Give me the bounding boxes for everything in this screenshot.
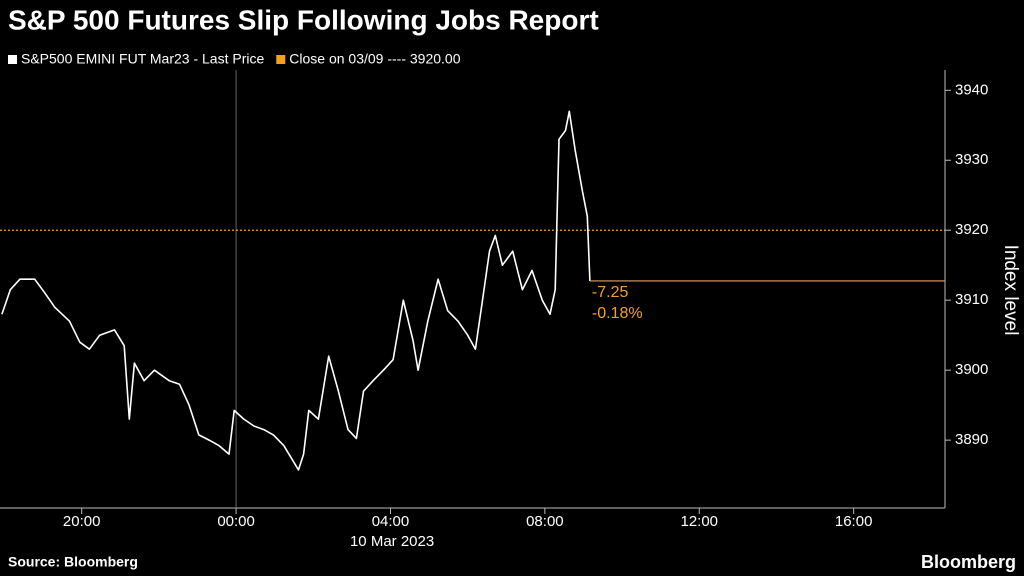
x-tick-label: 16:00: [835, 513, 873, 530]
y-axis-label: Index level: [1000, 245, 1021, 336]
x-date-label: 10 Mar 2023: [350, 533, 434, 550]
legend-label: S&P500 EMINI FUT Mar23 - Last Price: [21, 51, 264, 67]
legend-label: Close on 03/09 ---- 3920.00: [289, 51, 460, 67]
x-tick-label: 00:00: [217, 513, 255, 530]
brand: Bloomberg: [921, 552, 1016, 572]
y-tick-label: 3890: [955, 431, 988, 448]
legend-swatch: [8, 55, 17, 64]
x-tick-label: 20:00: [63, 513, 101, 530]
x-tick-label: 08:00: [526, 513, 564, 530]
source: Source: Bloomberg: [8, 554, 138, 570]
y-tick-label: 3940: [955, 81, 988, 98]
y-tick-label: 3900: [955, 361, 988, 378]
chart-title: S&P 500 Futures Slip Following Jobs Repo…: [8, 4, 599, 35]
price-line: [1, 110, 591, 471]
legend-swatch: [276, 55, 286, 64]
y-tick-label: 3930: [955, 151, 988, 168]
x-tick-label: 04:00: [372, 513, 410, 530]
x-tick-label: 12:00: [680, 513, 718, 530]
y-tick-label: 3920: [955, 221, 988, 238]
change-label: -0.18%: [592, 305, 643, 322]
change-label: -7.25: [592, 284, 629, 301]
y-tick-label: 3910: [955, 291, 988, 308]
